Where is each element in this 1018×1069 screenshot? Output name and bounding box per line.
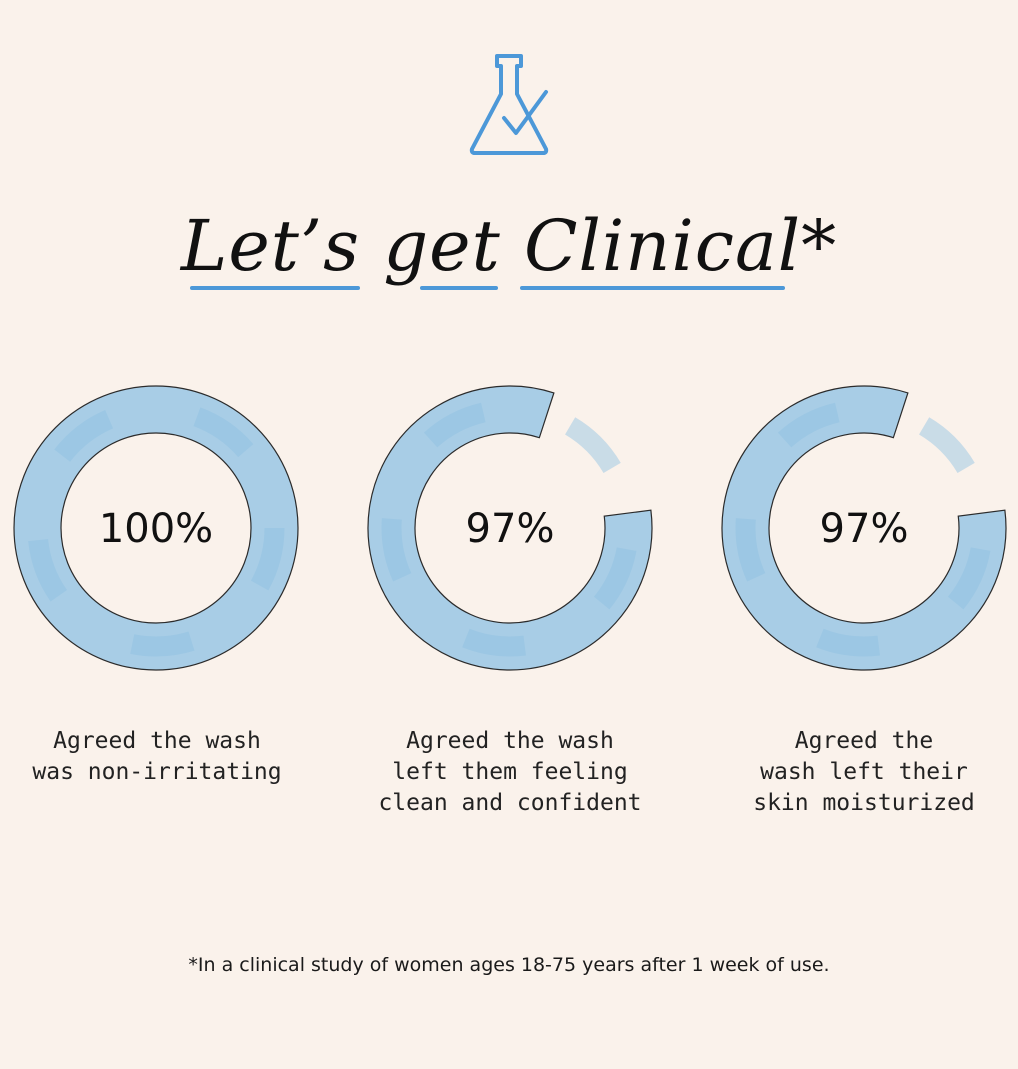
donut-chart: 97% [721,385,1007,671]
footnote: *In a clinical study of women ages 18-75… [188,954,830,976]
flask-check-icon [469,54,549,155]
stat-description: Agreed the wash left their skin moisturi… [753,728,975,816]
title-underline [420,286,498,290]
percent-label: 100% [99,506,213,552]
stat-description: Agreed the wash left them feeling clean … [378,728,642,816]
page-title: Let’s get Clinical* [180,205,838,287]
donut-chart: 97% [367,385,653,671]
donut-ring [721,385,1007,671]
donut-shade [27,399,285,657]
donut-chart: 100% [13,385,299,671]
donut-ring [13,385,299,671]
title-underline [520,286,785,290]
donut-ring [367,385,653,671]
title-underline [190,286,360,290]
stat-description: Agreed the wash was non-irritating [32,728,282,785]
headline: Let’s get Clinical* [0,196,1018,306]
donut-shade [381,399,639,657]
donut-shade [735,399,993,657]
percent-label: 97% [820,506,909,552]
percent-label: 97% [466,506,555,552]
